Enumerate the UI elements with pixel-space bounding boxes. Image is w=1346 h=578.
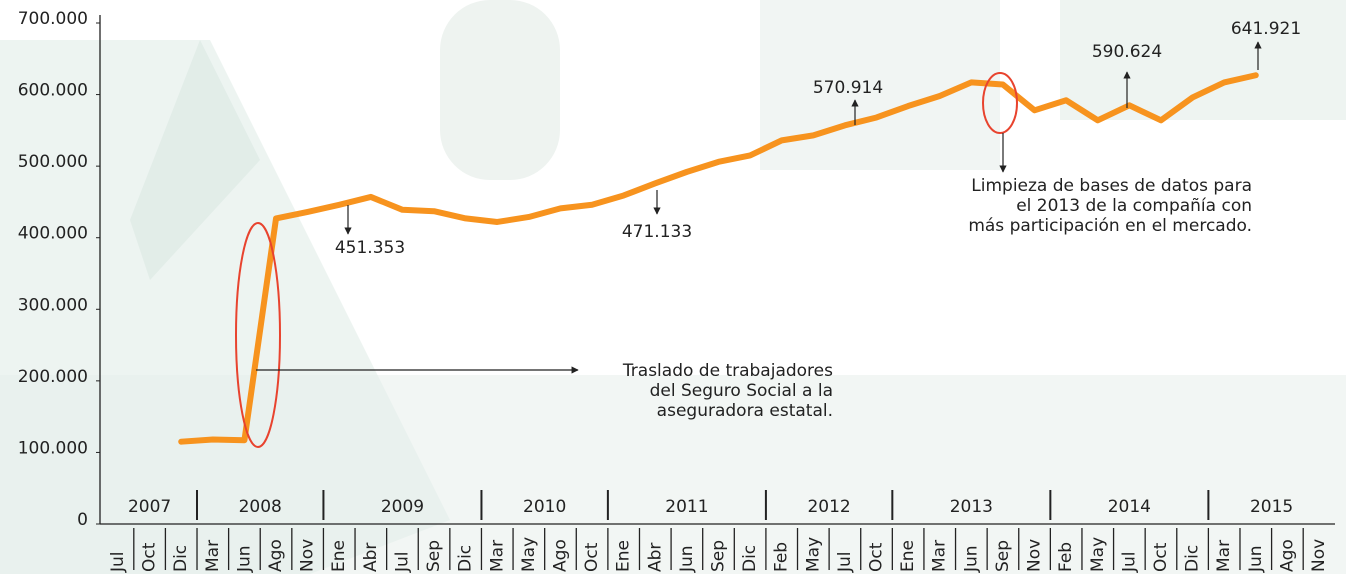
x-tick-label: Oct xyxy=(140,542,160,572)
x-tick-label: Jun xyxy=(234,545,254,573)
y-tick-label: 500.000 xyxy=(18,152,88,172)
note: Traslado de trabajadores xyxy=(622,361,833,381)
year-label: 2011 xyxy=(665,497,708,517)
x-tick-label: Oct xyxy=(867,542,887,572)
year-label: 2014 xyxy=(1108,497,1151,517)
year-label: 2010 xyxy=(523,497,566,517)
x-tick-label: Jun xyxy=(1246,545,1266,573)
year-label: 2012 xyxy=(807,497,850,517)
y-tick-label: 100.000 xyxy=(18,438,88,458)
x-tick-label: Jul xyxy=(108,551,128,573)
year-label: 2013 xyxy=(950,497,993,517)
year-label: 2007 xyxy=(128,497,171,517)
x-tick-label: Oct xyxy=(582,542,602,572)
x-tick-label: May xyxy=(803,537,823,572)
chart: 451.353 471.133 570.914 590.624 641.921 … xyxy=(0,0,1346,574)
x-tick-label: Abr xyxy=(361,543,381,572)
annotation: 570.914 xyxy=(813,78,883,98)
x-tick-label: Dic xyxy=(456,545,476,572)
x-tick-label: Ago xyxy=(550,539,570,572)
year-label: 2009 xyxy=(381,497,424,517)
x-tick-label: Sep xyxy=(424,540,444,572)
x-tick-label: Ene xyxy=(898,540,918,572)
x-tick-label: Dic xyxy=(171,545,191,572)
x-tick-label: Mar xyxy=(1214,540,1234,572)
y-tick-label: 200.000 xyxy=(18,367,88,387)
annotation: 590.624 xyxy=(1092,42,1162,62)
x-tick-label: Ene xyxy=(614,540,634,572)
x-tick-label: Jul xyxy=(392,551,412,573)
x-tick-label: Jul xyxy=(835,551,855,573)
x-tick-label: Ago xyxy=(1277,539,1297,572)
note: aseguradora estatal. xyxy=(657,401,833,421)
x-tick-label: Oct xyxy=(1151,542,1171,572)
x-tick-label: Dic xyxy=(740,545,760,572)
x-tick-label: Nov xyxy=(298,539,318,572)
x-tick-label: Mar xyxy=(487,540,507,572)
x-tick-label: Jun xyxy=(961,545,981,573)
x-tick-label: Nov xyxy=(1025,539,1045,572)
y-tick-label: 600.000 xyxy=(18,81,88,101)
note: más participación en el mercado. xyxy=(968,216,1252,236)
x-tick-label: Sep xyxy=(709,540,729,572)
x-tick-label: Feb xyxy=(1056,542,1076,572)
y-tick-label: 0 xyxy=(77,510,88,530)
y-tick-label: 300.000 xyxy=(18,295,88,315)
note: Limpieza de bases de datos para xyxy=(971,176,1252,196)
x-tick-label: Jul xyxy=(1119,551,1139,573)
year-label: 2008 xyxy=(239,497,282,517)
x-tick-label: Jun xyxy=(677,545,697,573)
x-tick-label: Ago xyxy=(266,539,286,572)
x-tick-label: Dic xyxy=(1183,545,1203,572)
x-tick-label: Feb xyxy=(772,542,792,572)
x-tick-label: Sep xyxy=(993,540,1013,572)
x-tick-label: May xyxy=(1088,537,1108,572)
annotation: 451.353 xyxy=(335,238,405,258)
annotation: 641.921 xyxy=(1231,19,1301,39)
y-tick-label: 700.000 xyxy=(18,9,88,29)
x-tick-label: Nov xyxy=(1309,539,1329,572)
year-label: 2015 xyxy=(1250,497,1293,517)
note: del Seguro Social a la xyxy=(650,381,833,401)
x-tick-label: Mar xyxy=(203,540,223,572)
x-tick-label: Ene xyxy=(329,540,349,572)
x-tick-label: Mar xyxy=(930,540,950,572)
y-tick-label: 400.000 xyxy=(18,224,88,244)
note: el 2013 de la compañía con xyxy=(1016,196,1252,216)
annotation: 471.133 xyxy=(622,222,692,242)
x-tick-label: Abr xyxy=(645,543,665,572)
background xyxy=(0,0,1346,574)
x-tick-label: May xyxy=(519,537,539,572)
